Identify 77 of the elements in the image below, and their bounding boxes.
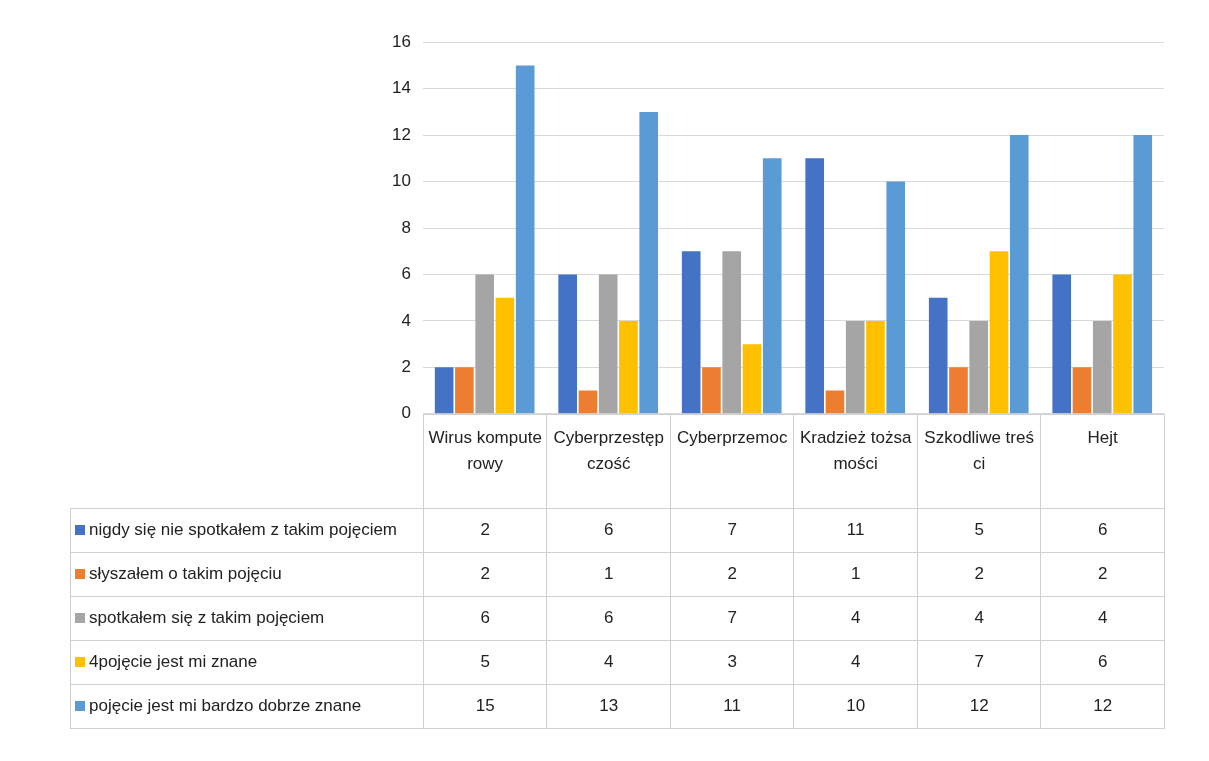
bar (475, 274, 494, 414)
bar (805, 158, 825, 414)
data-label: 12 (1040, 684, 1165, 729)
data-label: 11 (793, 508, 918, 553)
data-label: 6 (1040, 508, 1165, 553)
bar (515, 65, 535, 414)
data-label: 12 (917, 684, 1041, 729)
y-tick-label: 14 (391, 78, 411, 98)
data-label: 6 (1040, 640, 1165, 685)
bar (1009, 135, 1029, 414)
bar (681, 251, 701, 414)
bar (928, 297, 948, 414)
bar (1133, 135, 1153, 414)
legend-label: słyszałem o takim pojęciu (70, 552, 424, 597)
y-tick-label: 0 (401, 403, 411, 423)
data-label: 7 (670, 596, 794, 641)
y-tick-label: 16 (391, 31, 411, 51)
data-label: 4 (793, 596, 918, 641)
y-tick-label: 8 (401, 217, 411, 237)
legend-label: nigdy się nie spotkałem z takim pojęciem (70, 508, 424, 553)
data-label: 6 (546, 508, 671, 553)
bar (558, 274, 577, 414)
y-tick-label: 2 (401, 357, 411, 377)
data-label: 2 (670, 552, 794, 597)
data-label: 10 (793, 684, 918, 729)
y-tick-label: 10 (391, 171, 411, 191)
bar (762, 158, 782, 414)
bar (495, 297, 515, 414)
x-tick-label: Cyberprzemoc (670, 414, 794, 509)
data-label: 15 (423, 684, 547, 729)
x-tick-label: Wirus komputerowy (423, 414, 547, 509)
legend-label: 4pojęcie jest mi znane (70, 640, 424, 685)
data-label: 7 (670, 508, 794, 553)
data-label: 4 (917, 596, 1041, 641)
data-label: 6 (546, 596, 671, 641)
bar (619, 320, 638, 414)
legend-label: pojęcie jest mi bardzo dobrze znane (70, 684, 424, 729)
bar (742, 344, 762, 414)
data-label: 5 (423, 640, 547, 685)
x-tick-label: Hejt (1040, 414, 1165, 509)
data-label: 11 (670, 684, 794, 729)
data-label: 4 (546, 640, 671, 685)
bar (455, 367, 474, 414)
x-tick-label: Kradzież tożsamości (793, 414, 918, 509)
bar (1113, 274, 1132, 414)
data-label: 4 (1040, 596, 1165, 641)
bar (886, 181, 906, 414)
legend-label: spotkałem się z takim pojęciem (70, 596, 424, 641)
bar (578, 390, 598, 414)
x-tick-label: Szkodliwe treści (917, 414, 1041, 509)
x-tick-label: Cyberprzestępczość (546, 414, 671, 509)
y-tick-label: 12 (391, 124, 411, 144)
data-label: 1 (793, 552, 918, 597)
bar (722, 251, 742, 414)
data-label: 13 (546, 684, 671, 729)
bar (1052, 274, 1072, 414)
bar (949, 367, 968, 414)
bar (989, 251, 1009, 414)
bar (639, 111, 659, 414)
data-label: 2 (1040, 552, 1165, 597)
data-label: 7 (917, 640, 1041, 685)
bar (845, 320, 865, 414)
bar (702, 367, 721, 414)
bar (825, 390, 845, 414)
y-tick-label: 6 (401, 264, 411, 284)
bar (1092, 320, 1112, 414)
bar (598, 274, 618, 414)
bar (969, 320, 989, 414)
data-label: 2 (917, 552, 1041, 597)
data-label: 5 (917, 508, 1041, 553)
data-label: 3 (670, 640, 794, 685)
bar (1072, 367, 1092, 414)
bar (866, 320, 885, 414)
y-tick-label: 4 (401, 310, 411, 330)
data-label: 1 (546, 552, 671, 597)
bar (434, 367, 454, 414)
data-label: 4 (793, 640, 918, 685)
